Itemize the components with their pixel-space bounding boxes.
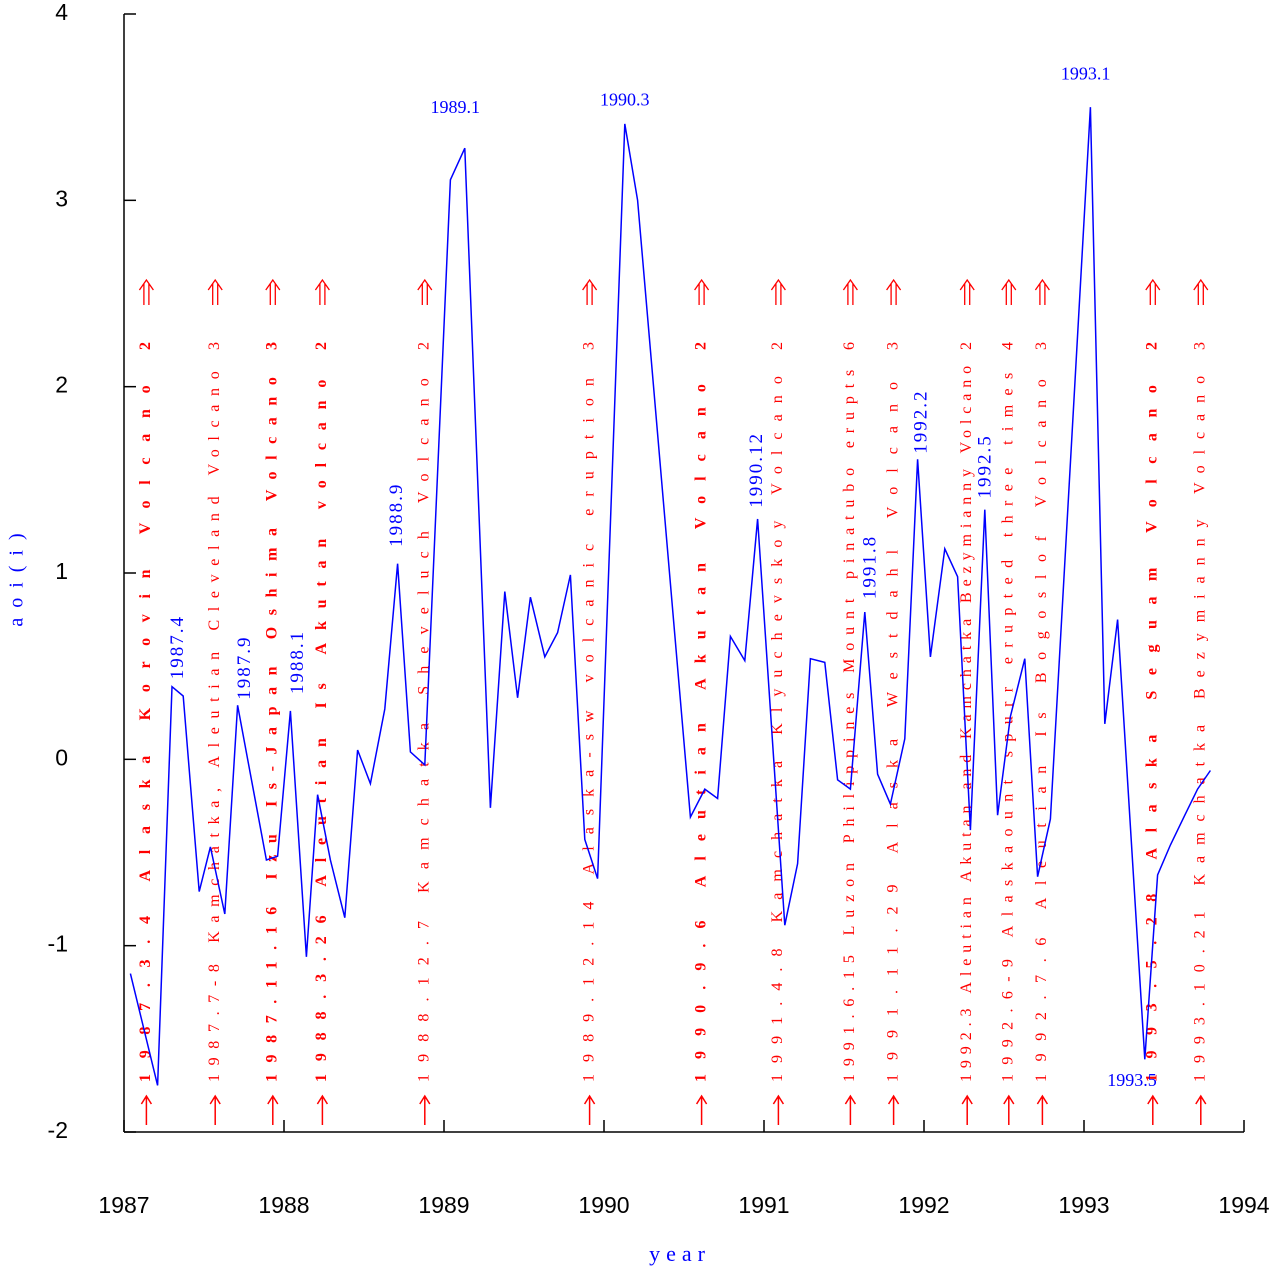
event-arrow-up <box>316 1094 329 1125</box>
event-label: 1992.3 Aleutian Akutan and Kamchatka Bez… <box>958 342 975 1082</box>
y-tick-label: -1 <box>48 931 68 957</box>
x-tick-label: 1993 <box>1058 1192 1109 1218</box>
peak-label: 1990.3 <box>600 90 650 110</box>
event-arrow-up <box>695 1094 708 1125</box>
y-tick-label: 4 <box>55 0 68 25</box>
event-double-arrow <box>694 278 710 305</box>
event-double-arrow <box>1001 278 1017 305</box>
event-double-arrow <box>1034 278 1050 305</box>
event-arrow-up <box>887 1094 900 1125</box>
event-label: 1993.10.21 Kamchatka Bezymianny Volcano … <box>1191 342 1208 1082</box>
x-tick-label: 1989 <box>418 1192 469 1218</box>
x-tick-label: 1987 <box>98 1192 149 1218</box>
event-label: 1993.5.28 Alaska Seguam Volcano 2 <box>1143 342 1160 1082</box>
peak-label: 1993.1 <box>1061 64 1111 84</box>
event-double-arrow <box>265 278 281 305</box>
event-label: 1987.11.16 Izu Is-Japan Oshima Volcano 3 <box>263 342 280 1082</box>
event-double-arrow <box>1145 278 1161 305</box>
event-label: 1991.4.8 Kamchatka Klyuchevskoy Volcano … <box>769 342 786 1082</box>
peak-label: 1992.2 <box>911 389 932 453</box>
y-axis-label: aoi(i) <box>6 523 28 626</box>
event-label: 1992.7.6 Aleutian Is Bogoslof Volcano 3 <box>1033 342 1050 1082</box>
y-tick-label: 2 <box>55 372 68 398</box>
y-tick-label: -2 <box>48 1117 68 1143</box>
event-arrow-up <box>961 1094 973 1125</box>
event-arrow-up <box>419 1094 431 1125</box>
x-tick-label: 1990 <box>578 1192 629 1218</box>
y-tick-label: 3 <box>55 185 68 211</box>
peak-label: 1993.5 <box>1107 1070 1157 1090</box>
event-label: 1989.12.14 Alaska-sw volcanic eruption 3 <box>580 342 597 1082</box>
event-double-arrow <box>138 278 154 305</box>
event-label: 1991.11.29 Alaska Westdahl Volcano 3 <box>884 342 901 1082</box>
event-label: 1990.9.6 Aleutian Akutan Volcano 2 <box>692 342 709 1082</box>
y-tick-label: 0 <box>55 744 68 770</box>
peak-label: 1989.1 <box>430 97 480 117</box>
peak-label: 1992.5 <box>975 434 996 498</box>
peak-label: 1990.12 <box>746 432 767 508</box>
event-arrow-up <box>209 1094 221 1125</box>
x-tick-label: 1992 <box>898 1192 949 1218</box>
event-arrow-up <box>583 1094 596 1125</box>
event-double-arrow <box>1193 278 1209 305</box>
event-arrow-up <box>1003 1094 1015 1125</box>
event-arrow-up <box>1036 1094 1049 1125</box>
peak-label: 1987.4 <box>167 615 188 679</box>
event-label: 1988.12.7 Kamchatka Sheveluch Volcano 2 <box>415 342 432 1082</box>
event-label: 1987.3.4 Alaska Korovin Volcano 2 <box>137 342 154 1082</box>
event-arrow-up <box>1147 1094 1159 1125</box>
event-label: 1988.3.26 Aleutian Is Akutan volcano 2 <box>313 342 330 1082</box>
event-double-arrow <box>886 278 902 305</box>
event-double-arrow <box>842 278 858 305</box>
event-label: 1991.6.15 Luzon Philippines Mount pinatu… <box>841 342 858 1082</box>
x-tick-label: 1988 <box>258 1192 309 1218</box>
data-line <box>129 107 1212 1086</box>
event-label: 1987.7-8 Kamchatka, Aleutian Cleveland V… <box>206 342 223 1082</box>
peak-label: 1987.9 <box>234 635 255 699</box>
x-tick-label: 1991 <box>738 1192 789 1218</box>
event-arrow-up <box>844 1094 857 1125</box>
event-double-arrow <box>207 278 223 305</box>
event-arrow-up <box>140 1094 153 1125</box>
event-arrow-up <box>1195 1094 1207 1125</box>
event-double-arrow <box>582 278 598 305</box>
event-double-arrow <box>314 278 330 305</box>
peak-label: 1988.9 <box>386 483 407 547</box>
peak-label: 1991.8 <box>860 535 881 599</box>
event-arrow-up <box>772 1094 785 1125</box>
event-label: 1992.6-9 Alaskaount spurr erupted three … <box>999 342 1016 1082</box>
y-tick-label: 1 <box>55 558 68 584</box>
event-arrow-up <box>267 1094 279 1125</box>
event-double-arrow <box>959 278 975 305</box>
x-tick-label: 1994 <box>1218 1192 1269 1218</box>
x-axis-label: year <box>649 1241 711 1266</box>
event-double-arrow <box>417 278 433 305</box>
event-double-arrow <box>770 278 786 305</box>
peak-label: 1988.1 <box>287 630 308 694</box>
